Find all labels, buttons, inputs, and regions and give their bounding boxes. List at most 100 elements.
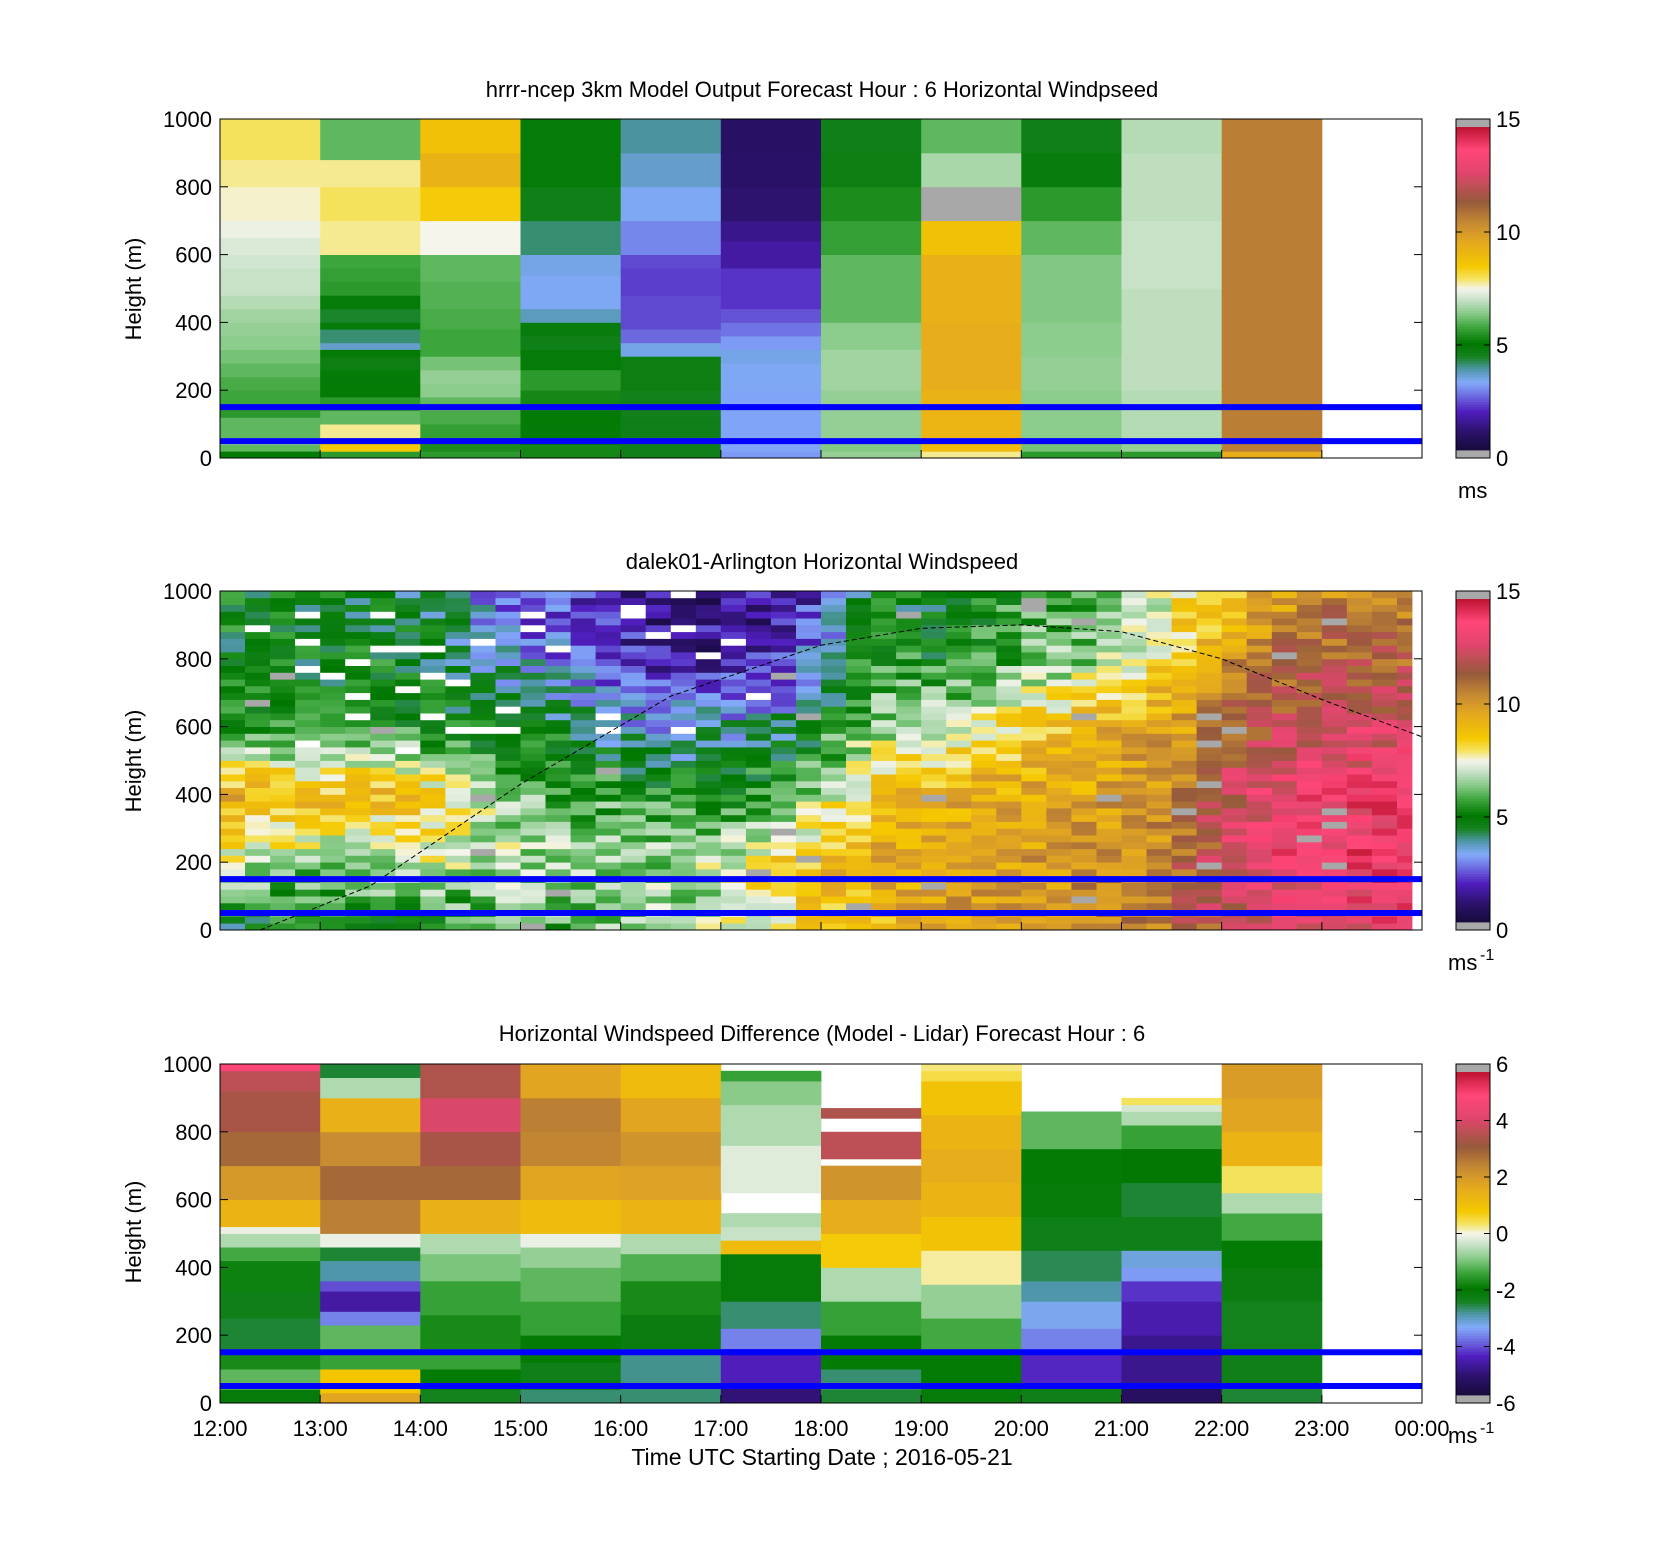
heatmap-cell [420,604,446,612]
heatmap-cell [345,862,371,870]
heatmap-cell [946,814,972,822]
colorbar-segment [1456,615,1490,619]
heatmap-cell [295,896,321,904]
heatmap-cell [495,618,521,626]
heatmap-cell [946,902,972,911]
y-tick-label: 1000 [163,107,212,132]
heatmap-cell [846,638,872,646]
heatmap-cell [1021,1301,1122,1329]
heatmap-cell [1046,855,1072,863]
heatmap-cell [1046,746,1072,755]
heatmap-cell [245,814,271,822]
heatmap-cell [1146,692,1172,700]
colorbar-segment [1456,1155,1490,1159]
colorbar-segment [1456,328,1490,332]
heatmap-cell [720,719,747,727]
heatmap-cell [1221,746,1248,755]
heatmap-cell [370,774,396,782]
heatmap-cell [395,780,421,788]
heatmap-cell [720,1328,822,1350]
heatmap-cell [921,407,1022,438]
heatmap-cell [1321,753,1348,761]
colorbar-segment [1456,773,1490,778]
heatmap-cell [270,638,296,646]
heatmap-cell [270,733,296,741]
heatmap-cell [620,597,647,605]
heatmap-cell [445,814,471,822]
heatmap-cell [1296,814,1323,822]
heatmap-cell [570,645,596,653]
heatmap-cell [846,699,872,707]
heatmap-cell [946,624,972,633]
heatmap-cell [645,848,672,856]
heatmap-cell [821,1233,922,1268]
heatmap-cell [821,760,847,768]
heatmap-cell [1096,685,1122,694]
heatmap-cell [946,794,972,802]
heatmap-cell [345,794,371,802]
heatmap-cell [595,848,621,856]
heatmap-cell [745,828,772,836]
heatmap-cell [946,679,972,687]
heatmap-cell [320,1165,421,1200]
heatmap-cell [470,740,496,748]
colorbar-segment [1456,1346,1490,1350]
colorbar-segment [1456,884,1490,888]
heatmap-cell [971,767,997,775]
heatmap-cell [996,889,1022,897]
colorbar-segment [1456,425,1490,429]
heatmap-cell [495,889,521,897]
heatmap-cell [1221,658,1248,666]
heatmap-cell [971,862,997,870]
heatmap-cell [570,801,596,809]
heatmap-cell [871,624,897,633]
heatmap-cell [545,821,571,829]
heatmap-cell [620,808,647,816]
heatmap-cell [1021,390,1122,439]
heatmap-cell [1021,1148,1122,1184]
heatmap-cell [1196,638,1222,646]
heatmap-cell [1221,672,1248,680]
heatmap-cell [495,679,521,687]
heatmap-cell [821,923,847,931]
colorbar-segment [1456,1222,1490,1226]
heatmap-cell [1096,916,1122,924]
heatmap-cell [1171,767,1197,775]
heatmap-cell [1196,726,1222,734]
heatmap-cell [871,862,897,870]
colorbar-segment [1456,1120,1490,1124]
heatmap-cell [520,902,546,911]
heatmap-cell [370,808,396,816]
heatmap-cell [796,835,822,843]
heatmap-cell [1071,835,1097,843]
heatmap-cell [1071,719,1097,727]
heatmap-cell [245,665,271,673]
heatmap-cell [921,726,947,734]
heatmap-cell [846,658,872,666]
heatmap-cell [620,902,647,911]
heatmap-cell [745,889,772,897]
heatmap-cell [320,268,421,283]
heatmap-cell [270,753,296,761]
heatmap-cell [971,848,997,856]
heatmap-cell [645,631,672,639]
heatmap-cell [1271,618,1298,626]
heatmap-cell [946,597,972,605]
heatmap-cell [545,855,571,863]
heatmap-cell [620,672,647,680]
colorbar-segment [1456,1104,1490,1108]
colorbar-segment [1456,441,1490,446]
heatmap-cell [1321,923,1348,931]
colorbar-segment [1456,911,1490,915]
heatmap-cell [1021,828,1047,836]
heatmap-cell [320,1077,421,1099]
heatmap-cell [745,692,772,700]
heatmap-cell [821,740,847,748]
heatmap-cell [996,618,1022,626]
heatmap-cell [370,692,396,700]
heatmap-cell [846,916,872,924]
heatmap-cell [1371,760,1398,768]
heatmap-cell [370,719,396,727]
heatmap-cell [345,591,371,599]
